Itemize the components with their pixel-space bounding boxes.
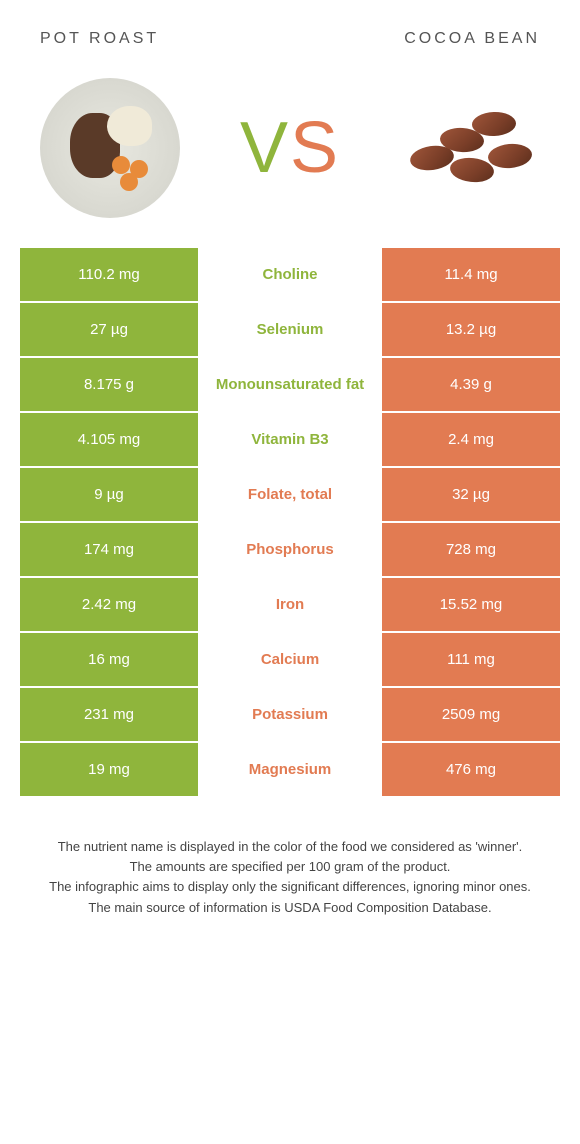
value-left: 19 mg xyxy=(20,743,200,796)
vs-label: VS xyxy=(240,107,340,189)
table-row: 19 mgMagnesium476 mg xyxy=(20,743,560,798)
nutrient-name: Magnesium xyxy=(200,743,380,796)
value-left: 231 mg xyxy=(20,688,200,741)
value-left: 110.2 mg xyxy=(20,248,200,301)
value-right: 32 µg xyxy=(380,468,560,521)
table-row: 4.105 mgVitamin B32.4 mg xyxy=(20,413,560,468)
footer-line: The amounts are specified per 100 gram o… xyxy=(30,858,550,876)
nutrient-name: Monounsaturated fat xyxy=(200,358,380,411)
nutrient-name: Calcium xyxy=(200,633,380,686)
food-left-title: Pot roast xyxy=(40,30,159,48)
footer-line: The nutrient name is displayed in the co… xyxy=(30,838,550,856)
vs-s: S xyxy=(290,108,340,188)
table-row: 8.175 gMonounsaturated fat4.39 g xyxy=(20,358,560,413)
value-left: 4.105 mg xyxy=(20,413,200,466)
vs-v: V xyxy=(240,108,290,188)
value-right: 11.4 mg xyxy=(380,248,560,301)
value-right: 4.39 g xyxy=(380,358,560,411)
value-left: 16 mg xyxy=(20,633,200,686)
pot-roast-image xyxy=(40,78,180,218)
table-row: 231 mgPotassium2509 mg xyxy=(20,688,560,743)
nutrient-name: Iron xyxy=(200,578,380,631)
value-left: 27 µg xyxy=(20,303,200,356)
nutrient-name: Selenium xyxy=(200,303,380,356)
cocoa-bean-image xyxy=(400,78,540,218)
food-right-title: Cocoa bean xyxy=(404,30,540,48)
table-row: 174 mgPhosphorus728 mg xyxy=(20,523,560,578)
nutrient-name: Potassium xyxy=(200,688,380,741)
nutrient-name: Vitamin B3 xyxy=(200,413,380,466)
value-left: 2.42 mg xyxy=(20,578,200,631)
footer-line: The main source of information is USDA F… xyxy=(30,899,550,917)
table-row: 2.42 mgIron15.52 mg xyxy=(20,578,560,633)
nutrient-name: Choline xyxy=(200,248,380,301)
value-left: 174 mg xyxy=(20,523,200,576)
table-row: 110.2 mgCholine11.4 mg xyxy=(20,248,560,303)
footer-line: The infographic aims to display only the… xyxy=(30,878,550,896)
value-left: 8.175 g xyxy=(20,358,200,411)
nutrient-name: Folate, total xyxy=(200,468,380,521)
value-right: 13.2 µg xyxy=(380,303,560,356)
value-right: 2.4 mg xyxy=(380,413,560,466)
value-left: 9 µg xyxy=(20,468,200,521)
nutrient-name: Phosphorus xyxy=(200,523,380,576)
value-right: 476 mg xyxy=(380,743,560,796)
value-right: 728 mg xyxy=(380,523,560,576)
footer-notes: The nutrient name is displayed in the co… xyxy=(0,798,580,917)
table-row: 9 µgFolate, total32 µg xyxy=(20,468,560,523)
comparison-table: 110.2 mgCholine11.4 mg27 µgSelenium13.2 … xyxy=(20,248,560,798)
value-right: 15.52 mg xyxy=(380,578,560,631)
value-right: 111 mg xyxy=(380,633,560,686)
value-right: 2509 mg xyxy=(380,688,560,741)
table-row: 27 µgSelenium13.2 µg xyxy=(20,303,560,358)
table-row: 16 mgCalcium111 mg xyxy=(20,633,560,688)
